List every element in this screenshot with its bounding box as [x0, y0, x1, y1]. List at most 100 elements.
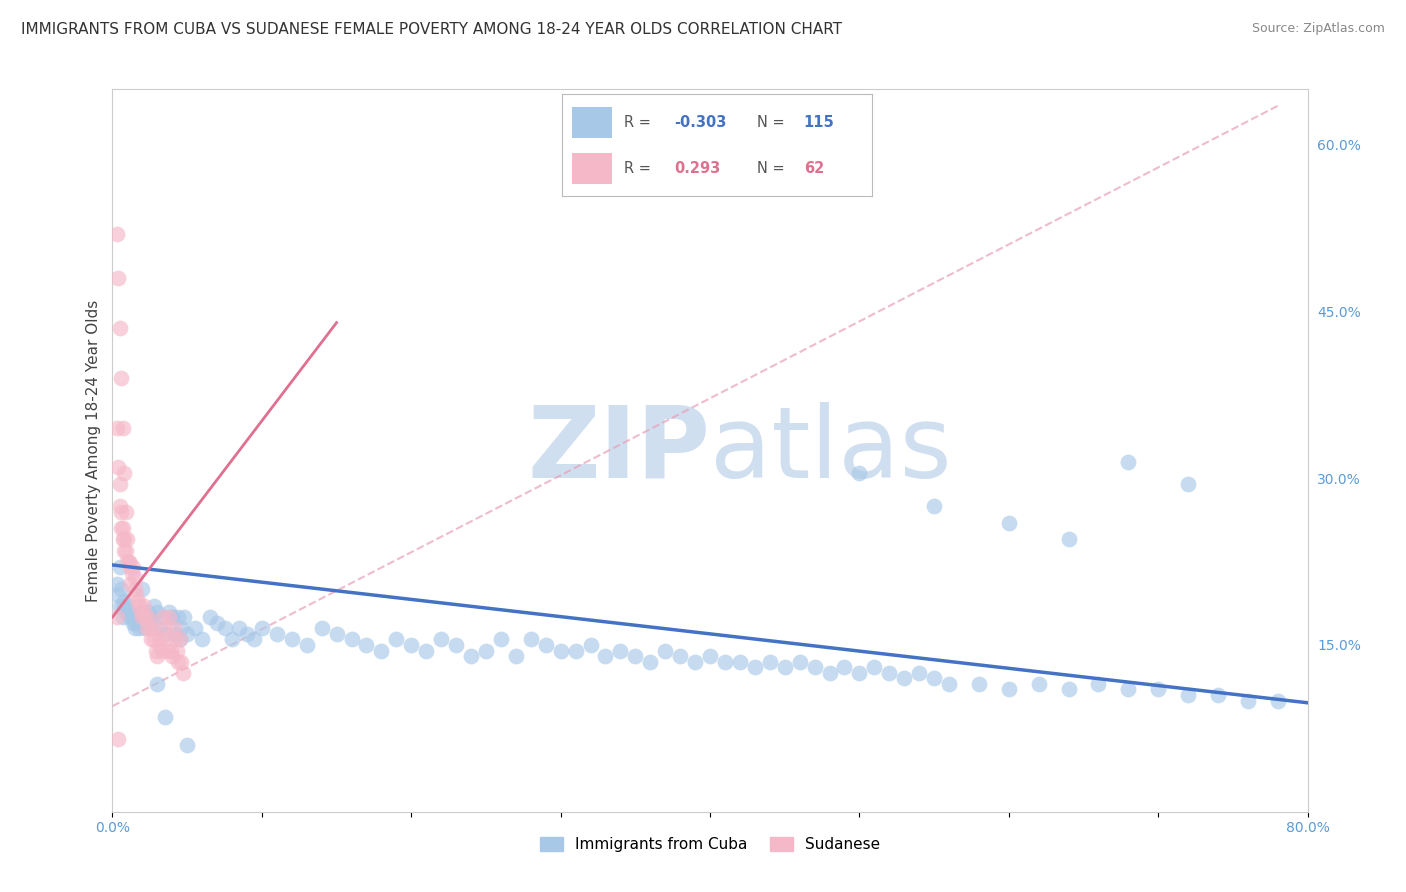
Point — [818, 665, 841, 680]
Point — [125, 588, 148, 602]
Point — [520, 632, 543, 647]
Point — [281, 632, 304, 647]
Point — [191, 632, 214, 647]
Text: Source: ZipAtlas.com: Source: ZipAtlas.com — [1251, 22, 1385, 36]
Point — [221, 632, 243, 647]
Point — [773, 660, 796, 674]
Point — [803, 660, 825, 674]
Point — [105, 577, 128, 591]
Point — [132, 599, 155, 613]
Point — [1028, 677, 1050, 691]
Point — [167, 610, 190, 624]
Point — [311, 621, 333, 635]
Point — [155, 627, 177, 641]
Text: IMMIGRANTS FROM CUBA VS SUDANESE FEMALE POVERTY AMONG 18-24 YEAR OLDS CORRELATIO: IMMIGRANTS FROM CUBA VS SUDANESE FEMALE … — [21, 22, 842, 37]
Point — [157, 605, 180, 619]
Text: 62: 62 — [804, 161, 824, 176]
Point — [214, 621, 236, 635]
Point — [128, 599, 150, 613]
Point — [105, 610, 128, 624]
Point — [114, 533, 135, 547]
Point — [141, 632, 163, 647]
Point — [1147, 682, 1170, 697]
Point — [146, 605, 169, 619]
Point — [579, 638, 602, 652]
Point — [129, 605, 152, 619]
Text: 115: 115 — [804, 115, 834, 130]
Point — [115, 605, 138, 619]
Point — [169, 632, 191, 647]
Point — [117, 555, 139, 569]
Point — [165, 627, 187, 641]
Point — [146, 649, 169, 664]
Point — [159, 643, 181, 657]
Point — [107, 460, 129, 475]
Point — [108, 499, 131, 513]
Bar — [572, 153, 612, 184]
Point — [107, 271, 129, 285]
Point — [534, 638, 557, 652]
Point — [1177, 476, 1199, 491]
Point — [848, 466, 870, 480]
Point — [198, 610, 221, 624]
Bar — [572, 107, 612, 137]
Point — [1057, 533, 1080, 547]
Point — [108, 560, 131, 574]
Point — [105, 421, 128, 435]
Point — [131, 610, 153, 624]
Point — [1118, 682, 1140, 697]
Point — [138, 610, 160, 624]
Point — [108, 476, 131, 491]
Point — [111, 421, 134, 435]
Point — [430, 632, 453, 647]
Point — [131, 582, 153, 597]
Point — [1177, 688, 1199, 702]
Point — [114, 543, 135, 558]
Point — [146, 677, 169, 691]
Point — [893, 671, 915, 685]
Point — [938, 677, 960, 691]
Point — [444, 638, 467, 652]
Point — [120, 577, 142, 591]
Point — [243, 632, 266, 647]
Point — [170, 655, 193, 669]
Point — [110, 505, 132, 519]
Point — [1118, 454, 1140, 468]
Point — [115, 543, 138, 558]
Point — [117, 599, 139, 613]
Text: -0.303: -0.303 — [673, 115, 725, 130]
Point — [145, 643, 167, 657]
Point — [124, 571, 146, 585]
Point — [111, 533, 134, 547]
Point — [162, 610, 183, 624]
Point — [152, 610, 174, 624]
Point — [127, 593, 149, 607]
Point — [759, 655, 782, 669]
Point — [169, 632, 191, 647]
Point — [138, 605, 160, 619]
Text: N =: N = — [758, 161, 790, 176]
Point — [624, 649, 647, 664]
Point — [172, 665, 194, 680]
Legend: Immigrants from Cuba, Sudanese: Immigrants from Cuba, Sudanese — [533, 831, 887, 858]
Point — [114, 593, 135, 607]
Point — [163, 621, 186, 635]
Point — [595, 649, 617, 664]
Point — [155, 632, 177, 647]
Point — [173, 610, 195, 624]
Point — [110, 582, 132, 597]
Text: atlas: atlas — [710, 402, 952, 499]
Point — [143, 599, 166, 613]
Point — [922, 671, 945, 685]
Point — [120, 560, 142, 574]
Point — [669, 649, 692, 664]
Text: R =: R = — [624, 161, 655, 176]
Point — [370, 643, 392, 657]
Point — [107, 732, 129, 747]
Point — [149, 621, 172, 635]
Point — [250, 621, 273, 635]
Point — [153, 621, 176, 635]
Point — [157, 610, 180, 624]
Point — [108, 321, 131, 335]
Point — [156, 643, 179, 657]
